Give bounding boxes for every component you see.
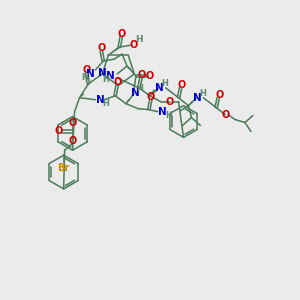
Text: O: O: [68, 118, 77, 128]
Text: H: H: [199, 89, 206, 98]
Text: O: O: [97, 43, 105, 53]
Text: O: O: [166, 97, 174, 107]
Text: H: H: [81, 74, 88, 82]
Text: N: N: [155, 83, 164, 93]
Text: Br: Br: [58, 163, 70, 173]
Text: N: N: [158, 106, 167, 117]
Polygon shape: [188, 101, 193, 106]
Polygon shape: [126, 99, 130, 104]
Text: N: N: [106, 71, 115, 81]
Text: N: N: [130, 88, 139, 98]
Text: O: O: [138, 70, 146, 80]
Polygon shape: [80, 93, 84, 98]
Text: H: H: [135, 35, 143, 44]
Text: H: H: [165, 111, 172, 120]
Text: H: H: [102, 75, 109, 84]
Text: N: N: [96, 95, 105, 105]
Text: N: N: [98, 68, 107, 78]
Text: H: H: [136, 84, 143, 93]
Polygon shape: [127, 66, 131, 70]
Text: O: O: [147, 92, 155, 102]
Text: O: O: [129, 40, 137, 50]
Polygon shape: [108, 46, 120, 55]
Text: O: O: [113, 77, 121, 87]
Text: O: O: [55, 126, 63, 136]
Text: O: O: [221, 110, 229, 120]
Text: O: O: [117, 29, 125, 39]
Text: O: O: [215, 90, 223, 100]
Text: H: H: [102, 99, 109, 108]
Text: O: O: [82, 65, 91, 75]
Text: O: O: [177, 80, 186, 90]
Text: H: H: [161, 80, 168, 88]
Text: N: N: [86, 69, 95, 79]
Text: O: O: [146, 71, 154, 81]
Text: N: N: [193, 93, 202, 103]
Text: O: O: [68, 136, 77, 146]
